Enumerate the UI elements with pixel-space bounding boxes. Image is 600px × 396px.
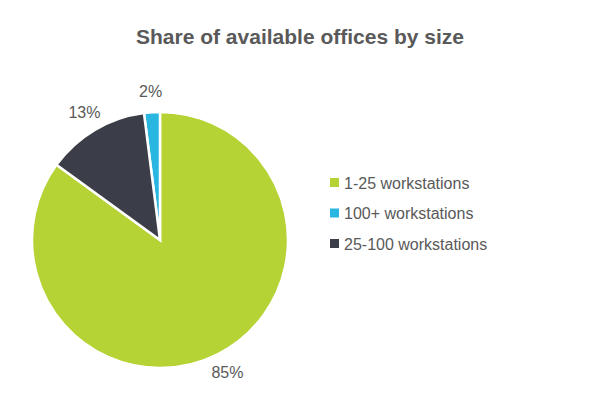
title: Share of available offices by size bbox=[136, 25, 464, 48]
pie-slice bbox=[56, 113, 160, 240]
pie bbox=[32, 112, 288, 368]
legend-item: 100+ workstations bbox=[330, 205, 473, 222]
legend-label: 1-25 workstations bbox=[344, 175, 469, 192]
legend-label: 100+ workstations bbox=[344, 205, 473, 222]
legend-swatch bbox=[330, 239, 339, 248]
chart: Share of available offices by size 85% 2% 1… bbox=[0, 0, 600, 396]
data-label: 2% bbox=[139, 83, 162, 100]
legend-swatch bbox=[330, 209, 339, 218]
legend-swatch bbox=[330, 178, 339, 187]
pie-slice bbox=[32, 112, 288, 368]
legend-item: 25-100 workstations bbox=[330, 236, 487, 253]
legend-item: 1-25 workstations bbox=[330, 175, 469, 192]
legend-label: 25-100 workstations bbox=[344, 236, 487, 253]
data-labels: 85% 2% 13% bbox=[68, 83, 243, 380]
data-label: 13% bbox=[68, 104, 100, 121]
data-label: 85% bbox=[211, 364, 243, 381]
legend: 1-25 workstations 100+ workstations 25-100… bbox=[330, 175, 487, 253]
